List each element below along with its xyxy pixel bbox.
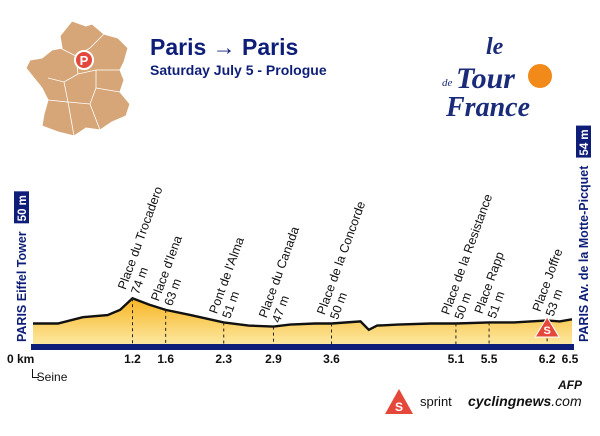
title-arrow: → [212,34,236,60]
title-start: Paris [150,34,207,60]
sprint-marker: S [534,316,561,338]
logo-tour: Tour [456,62,515,95]
seine-label: Seine [30,370,68,384]
site-name: cyclingnews [468,393,552,409]
x-tick-label: 1.6 [157,352,174,366]
x-tick-label: 5.1 [448,352,465,366]
logo-france: France [445,92,530,122]
stage-title: Paris → Paris [150,34,298,61]
sprint-marker-letter: S [543,325,550,337]
prologue-marker [74,50,94,70]
finish-label-elev-box [576,125,591,158]
waypoint-label-7: Place Rapp51 m [472,250,520,320]
start-label-elev-box [14,191,29,224]
site-tld: .com [551,393,582,409]
sprint-legend-label: sprint [420,394,452,409]
logo-de: de [442,77,453,89]
france-shape [25,20,131,137]
profile-ridge-line [33,296,573,332]
waypoint-label-4: Place du Canada47 m [256,225,315,325]
seine-text: Seine [36,370,68,384]
afp-credit: AFP [558,378,582,392]
x-tick-label: 1.2 [124,352,141,366]
tour-de-france-logo: le de Tour France [442,34,552,122]
x-tick-label: 3.6 [323,352,340,366]
france-map: P [25,20,131,137]
logo-le: le [486,34,504,60]
start-label-name: PARIS Eiffel Tower [15,231,29,342]
finish-label: PARIS Av. de la Motte-Picquet 54 m [576,125,591,342]
baseline-bar [31,344,574,350]
sprint-legend-icon: S [385,389,413,414]
x-tick-label: 6.2 [539,352,556,366]
site-credit: cyclingnews.com [468,393,582,409]
waypoint-label-5: Place de la Concorde50 m [314,199,381,321]
stage-subtitle: Saturday July 5 - Prologue [150,62,327,78]
start-label: PARIS Eiffel Tower 50 m [14,191,29,342]
profile-area [33,298,572,344]
title-end: Paris [242,34,299,60]
finish-label-name: PARIS Av. de la Motte-Picquet [577,165,591,342]
x-tick-label: 2.9 [265,352,282,366]
region-borders [47,33,121,137]
logo-sun [528,64,552,88]
waypoint-label-2: Place d'Iena63 m [148,234,198,308]
waypoint-label-3: Pont de l'Alma51 m [206,235,260,320]
svg-text:S: S [395,400,403,414]
x-tick-label: 0 km [7,352,34,366]
seine-marker [32,369,39,378]
x-tick-label: 6.5 [562,352,579,366]
x-tick-label: 5.5 [481,352,498,366]
finish-label-elevation: 54 m [579,129,591,155]
x-tick-label: 2.3 [215,352,232,366]
waypoint-label-8: Place Joffre53 m [530,247,579,318]
prologue-marker-letter: P [80,53,89,68]
start-label-elevation: 50 m [17,195,29,221]
